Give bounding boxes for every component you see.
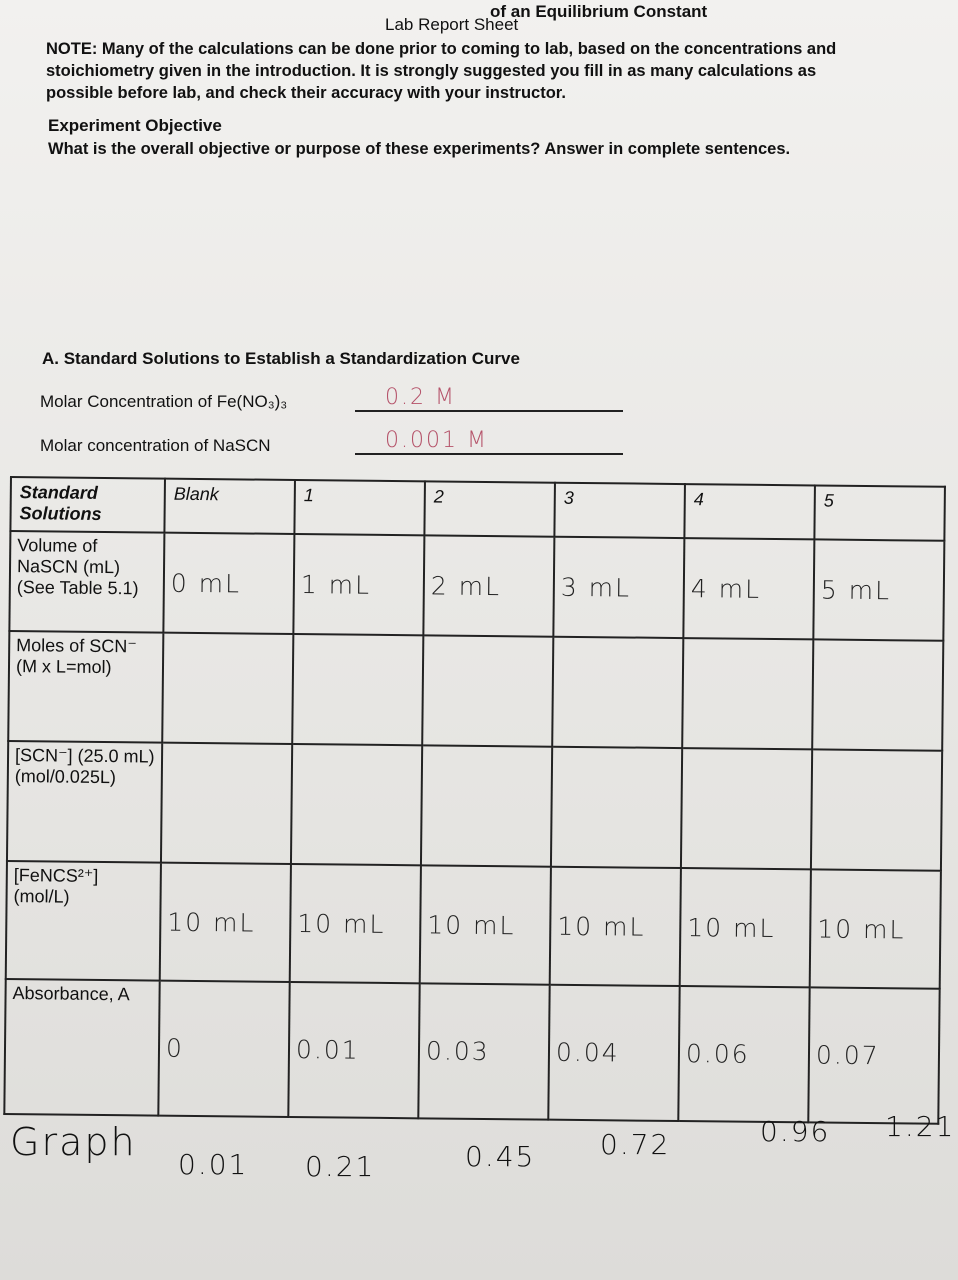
graph-value: 0.72 (600, 1128, 671, 1161)
cell (422, 635, 554, 747)
table-row: Volume of NaSCN (mL) (See Table 5.1) 0 mL… (9, 531, 945, 641)
field-answer: 0.001 M (355, 428, 623, 455)
cell: 0.06 (678, 986, 810, 1123)
cell (160, 742, 293, 864)
section-heading: A. Standard Solutions to Establish a Sta… (42, 349, 520, 368)
graph-value: 0.21 (305, 1150, 376, 1183)
cell (420, 745, 553, 867)
cell: 2 mL (423, 535, 555, 637)
cell: 1 mL (293, 533, 425, 636)
row-label: [FeNCS²⁺] (mol/L) (5, 860, 161, 981)
row-label: Volume of NaSCN (mL) (See Table 5.1) (9, 531, 165, 633)
cell: 0.01 (288, 981, 420, 1119)
cell (552, 636, 684, 749)
cell (162, 632, 294, 744)
row-label: [SCN⁻] (25.0 mL) (mol/0.025L) (6, 740, 163, 863)
row-label: Absorbance, A (4, 978, 160, 1116)
header-cell: 4 (684, 484, 815, 540)
cell: 10 mL (289, 863, 421, 984)
cell: 0.03 (418, 983, 550, 1120)
cell (550, 746, 683, 869)
field-answer: 0.2 M (355, 385, 623, 412)
graph-value: 0.96 (760, 1115, 831, 1148)
field-label: Molar Concentration of Fe(NO₃)₃ (40, 392, 288, 411)
cell: 4 mL (683, 538, 815, 640)
header-cell: Blank (164, 478, 295, 534)
doc-title: of an Equilibrium Constant (490, 2, 708, 21)
cell: 5 mL (813, 539, 945, 641)
table-row: Absorbance, A 0 0.01 0.03 0.04 0.06 0.07 (4, 978, 940, 1124)
objective-question: What is the overall objective or purpose… (48, 140, 791, 158)
graph-label: Graph (10, 1120, 137, 1164)
table-row: [SCN⁻] (25.0 mL) (mol/0.025L) (6, 740, 943, 871)
graph-value: 1.21 (885, 1110, 956, 1143)
cell (810, 749, 943, 871)
doc-subtitle: Lab Report Sheet (385, 15, 519, 34)
header-cell: 2 (424, 481, 555, 537)
header-row: Standard Solutions Blank 1 2 3 4 5 (10, 477, 945, 541)
cell (292, 633, 424, 746)
graph-value: 0.01 (178, 1148, 249, 1181)
table-row: [FeNCS²⁺] (mol/L) 10 mL 10 mL 10 mL 10 mL 10 … (5, 860, 941, 989)
header-cell: 5 (814, 485, 945, 541)
cell: 0.07 (808, 987, 940, 1124)
cell: 3 mL (553, 536, 685, 639)
cell: 0.04 (548, 984, 680, 1122)
cell (290, 743, 423, 866)
field-label: Molar concentration of NaSCN (40, 436, 271, 455)
graph-value: 0.45 (465, 1140, 536, 1173)
data-table: Standard Solutions Blank 1 2 3 4 5 Volume of Na… (3, 476, 946, 1125)
cell: 10 mL (809, 869, 941, 989)
cell: 10 mL (159, 862, 291, 982)
cell: 10 mL (549, 866, 681, 987)
cell: 0 (158, 980, 290, 1117)
cell: 10 mL (419, 865, 551, 985)
header-cell: 3 (554, 482, 685, 539)
header-cell: Standard Solutions (10, 477, 165, 533)
cell: 10 mL (679, 868, 811, 988)
note: NOTE: Many of the calculations can be do… (46, 40, 837, 102)
cell (812, 639, 944, 751)
objective-heading: Experiment Objective (48, 116, 222, 135)
cell (680, 748, 813, 870)
cell: 0 mL (163, 532, 295, 634)
header-cell: 1 (294, 479, 425, 536)
table-row: Moles of SCN⁻ (M x L=mol) (8, 631, 944, 751)
row-label: Moles of SCN⁻ (M x L=mol) (8, 631, 164, 743)
cell (682, 638, 814, 750)
